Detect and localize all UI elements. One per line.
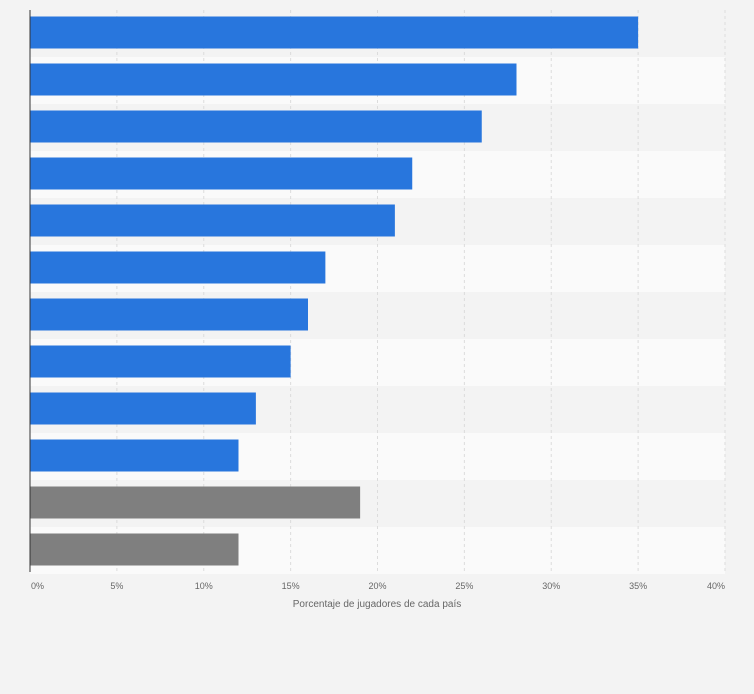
x-tick-label: 10% — [195, 581, 213, 591]
bar[interactable] — [30, 110, 482, 143]
x-tick-label: 15% — [282, 581, 300, 591]
bar[interactable] — [30, 204, 395, 237]
bar[interactable] — [30, 298, 308, 331]
bar[interactable] — [30, 157, 413, 190]
x-tick-label: 5% — [110, 581, 123, 591]
x-tick-label: 30% — [542, 581, 560, 591]
x-tick-labels: 0% 5% 10% 15% 20% 25% 30% 35% 40% — [31, 581, 725, 591]
x-tick-label: 35% — [629, 581, 647, 591]
x-axis-label: Porcentaje de jugadores de cada país — [293, 599, 461, 610]
bar[interactable] — [30, 345, 291, 378]
bars — [30, 16, 639, 566]
x-tick-label: 20% — [368, 581, 386, 591]
x-tick-label: 0% — [31, 581, 44, 591]
bar[interactable] — [30, 533, 239, 566]
bar[interactable] — [30, 251, 326, 284]
bar[interactable] — [30, 16, 639, 49]
gridlines — [116, 10, 726, 574]
bar[interactable] — [30, 63, 517, 96]
bar[interactable] — [30, 486, 361, 519]
bar[interactable] — [30, 439, 239, 472]
bar[interactable] — [30, 392, 256, 425]
x-tick-label: 40% — [707, 581, 725, 591]
x-tick-label: 25% — [455, 581, 473, 591]
